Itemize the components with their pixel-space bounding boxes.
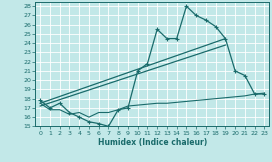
X-axis label: Humidex (Indice chaleur): Humidex (Indice chaleur) (98, 138, 207, 147)
